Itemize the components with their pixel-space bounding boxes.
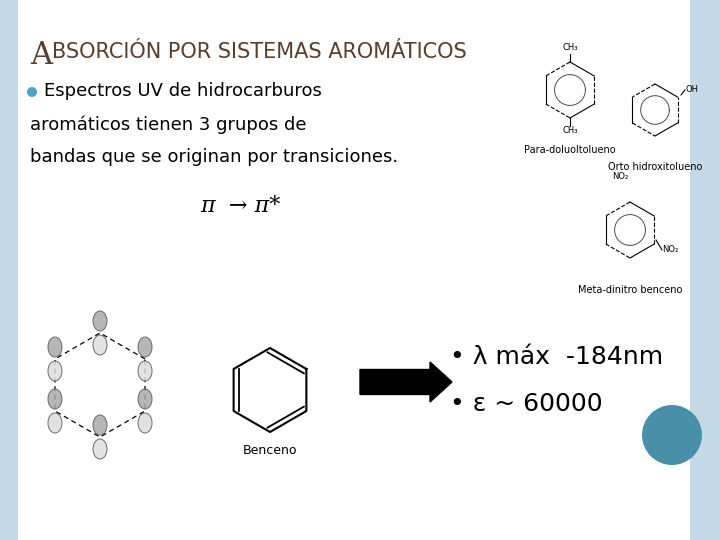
FancyArrow shape <box>360 362 452 402</box>
Text: CH₃: CH₃ <box>562 43 577 52</box>
Text: NO₂: NO₂ <box>612 172 628 181</box>
Text: OH: OH <box>685 85 698 94</box>
Text: • λ máx  -184nm: • λ máx -184nm <box>450 345 663 369</box>
Ellipse shape <box>138 337 152 357</box>
Text: bandas que se originan por transiciones.: bandas que se originan por transiciones. <box>30 148 398 166</box>
Bar <box>0 0 18 540</box>
Text: BSORCIÓN POR SISTEMAS AROMÁTICOS: BSORCIÓN POR SISTEMAS AROMÁTICOS <box>52 42 467 62</box>
Text: Espectros UV de hidrocarburos: Espectros UV de hidrocarburos <box>44 82 322 100</box>
Text: A: A <box>30 40 52 71</box>
Ellipse shape <box>138 361 152 381</box>
Text: • ε ~ 60000: • ε ~ 60000 <box>450 392 603 416</box>
Text: CH₃: CH₃ <box>562 126 577 135</box>
Text: Orto hidroxitolueno: Orto hidroxitolueno <box>608 162 702 172</box>
Ellipse shape <box>93 335 107 355</box>
Ellipse shape <box>48 361 62 381</box>
Ellipse shape <box>138 389 152 409</box>
Ellipse shape <box>48 389 62 409</box>
Text: π  → π*: π → π* <box>200 195 280 217</box>
Text: Benceno: Benceno <box>243 444 297 457</box>
Ellipse shape <box>93 311 107 331</box>
Circle shape <box>642 405 702 465</box>
Ellipse shape <box>48 413 62 433</box>
Text: Meta-dinitro benceno: Meta-dinitro benceno <box>578 285 682 295</box>
Ellipse shape <box>138 413 152 433</box>
Ellipse shape <box>48 337 62 357</box>
Ellipse shape <box>93 415 107 435</box>
Circle shape <box>27 87 37 97</box>
Text: NO₂: NO₂ <box>662 246 678 254</box>
Text: aromáticos tienen 3 grupos de: aromáticos tienen 3 grupos de <box>30 115 307 133</box>
Text: Para-doluoltolueno: Para-doluoltolueno <box>524 145 616 155</box>
Bar <box>690 0 720 540</box>
Ellipse shape <box>93 439 107 459</box>
